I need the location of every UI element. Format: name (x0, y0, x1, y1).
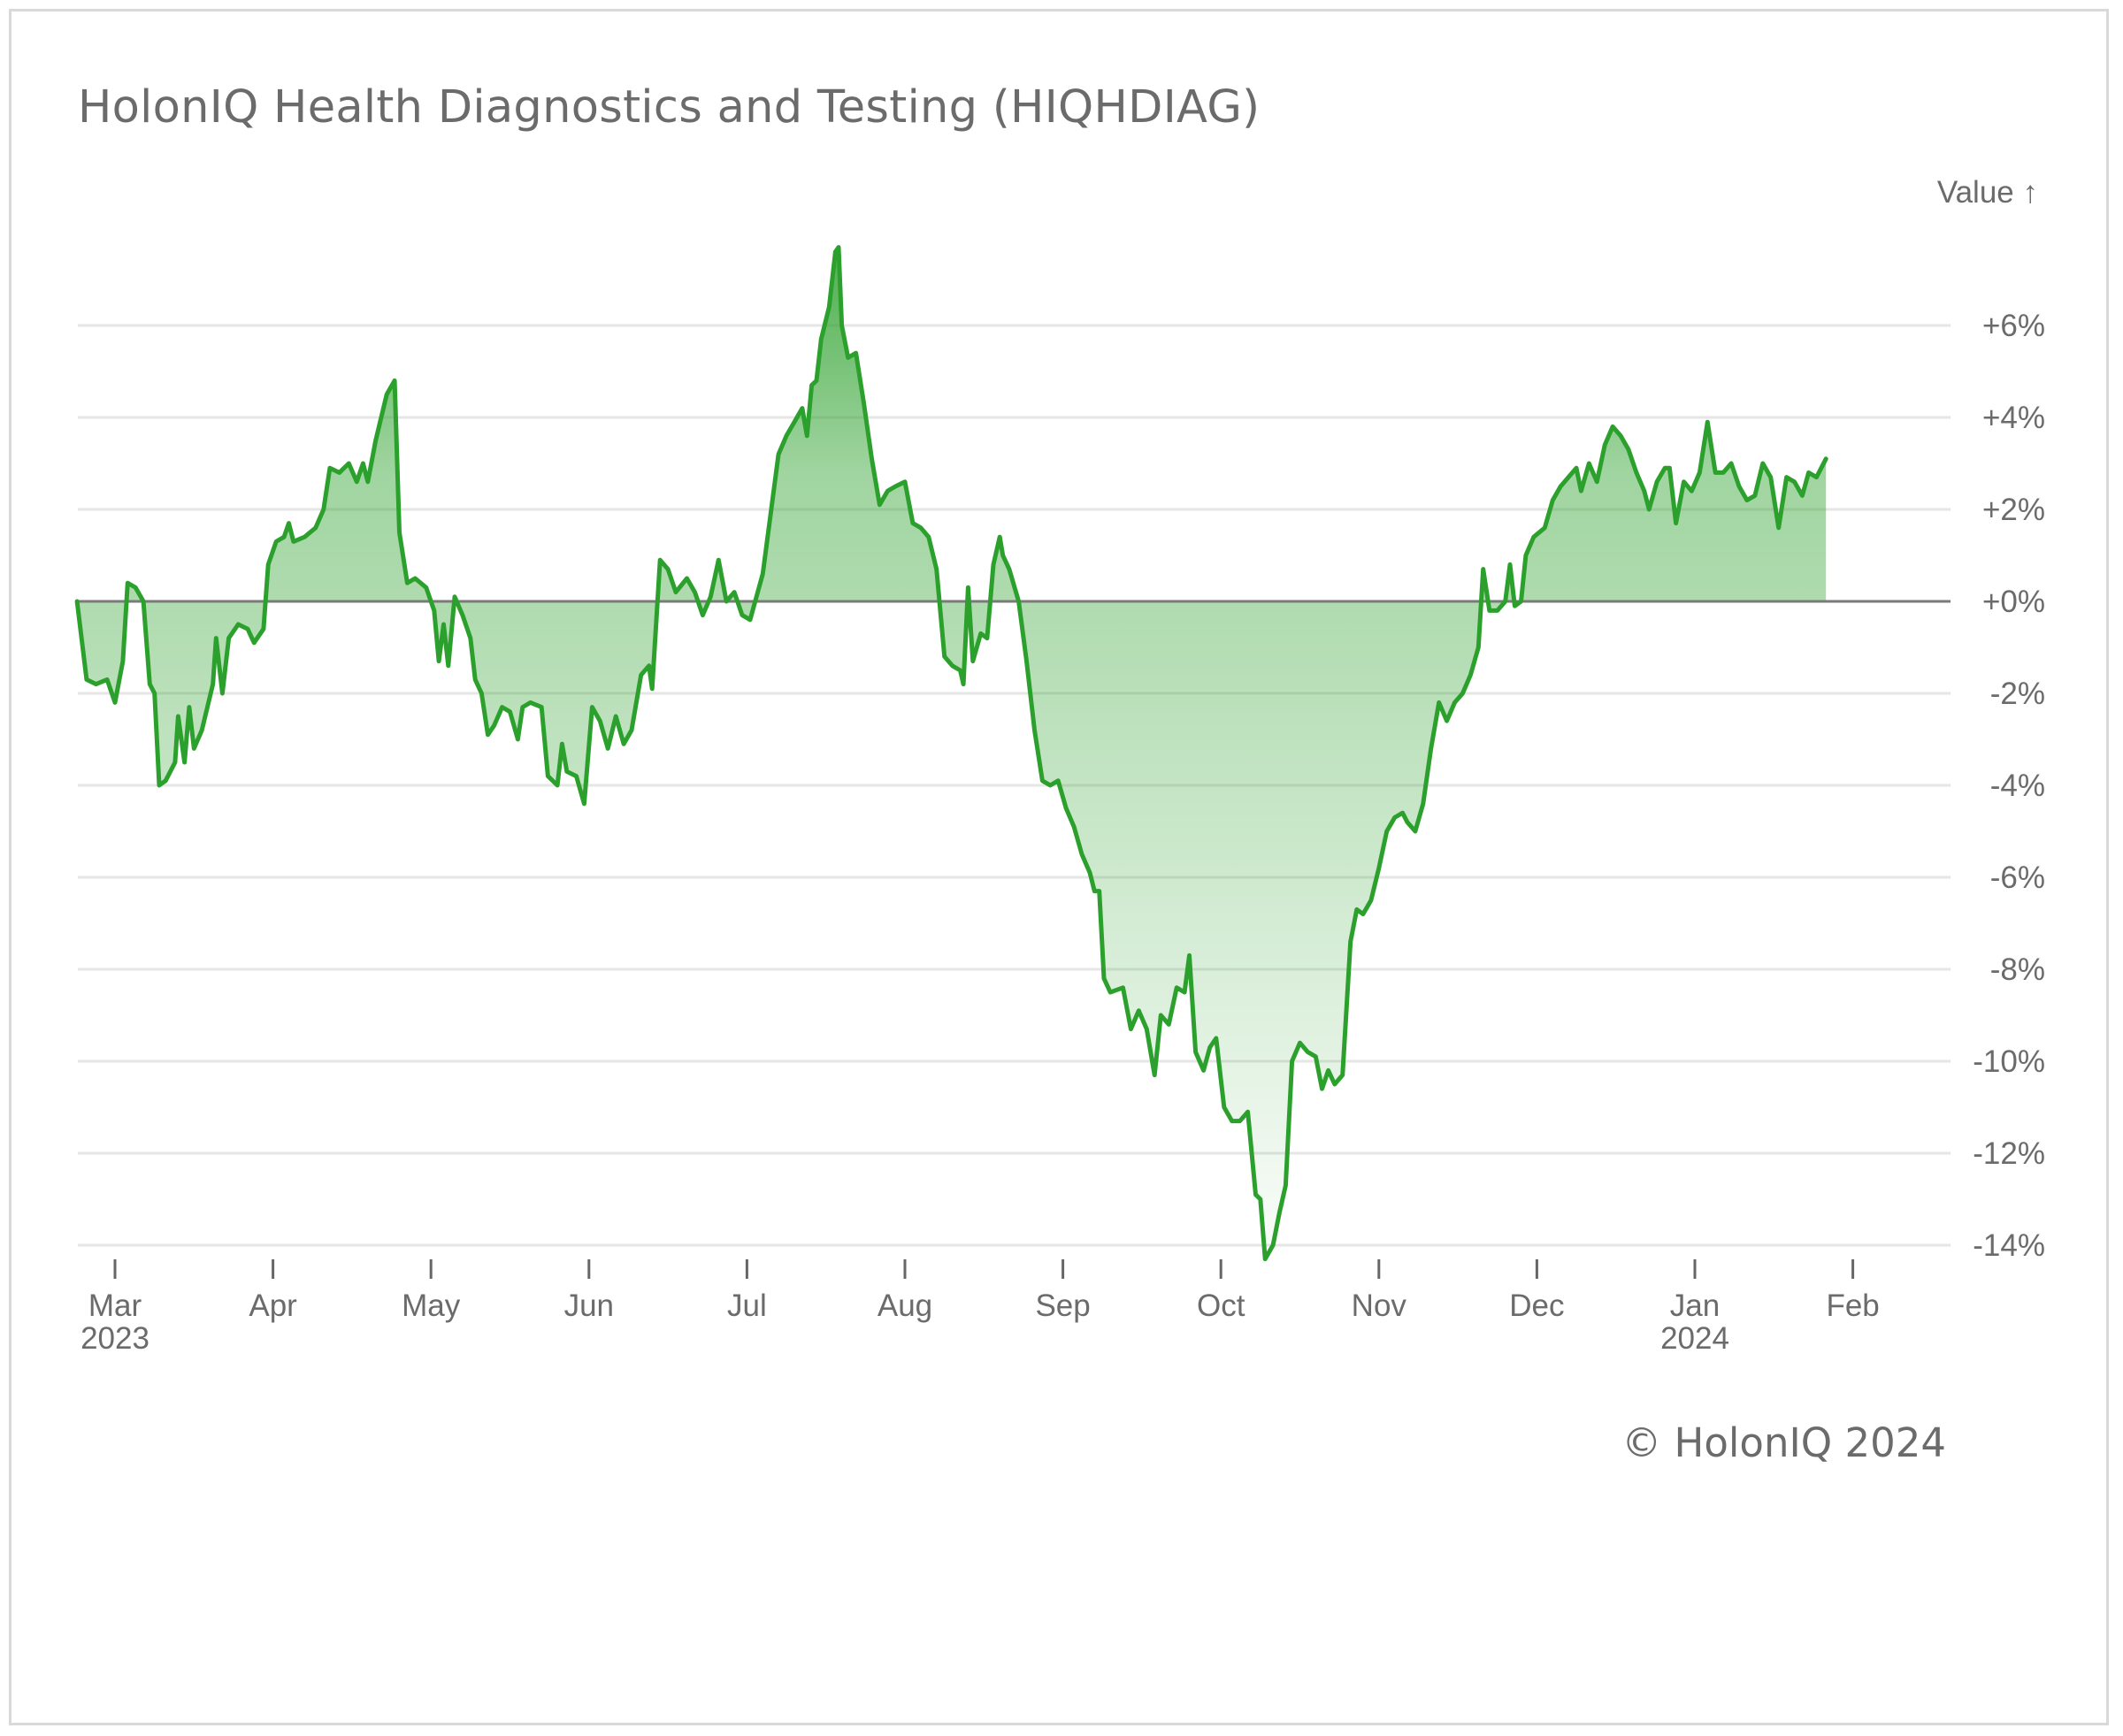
x-tick-label: May (402, 1289, 461, 1323)
x-tick-label: Jul (727, 1289, 767, 1323)
y-tick-label: +0% (1982, 585, 2045, 619)
y-axis-title: Value ↑ (1936, 175, 2038, 210)
x-tick-label: Aug (878, 1289, 932, 1323)
chart-frame (9, 9, 2109, 1725)
y-tick-label: -12% (1973, 1136, 2045, 1171)
x-tick-label: Apr (249, 1289, 297, 1323)
grid-lines (78, 324, 1951, 1247)
x-tick-label: Dec (1509, 1289, 1564, 1323)
y-tick-label: -14% (1973, 1228, 2045, 1263)
y-tick-label: -4% (1990, 769, 2045, 803)
x-tick-label: Jan (1670, 1289, 1720, 1323)
copyright-notice: © HolonIQ 2024 (1621, 1419, 1946, 1466)
x-tick-label: Mar (88, 1289, 142, 1323)
x-tick-year: 2024 (1660, 1321, 1729, 1356)
x-tick-year: 2023 (80, 1321, 149, 1356)
y-tick-label: +2% (1982, 493, 2045, 527)
x-tick-label: Nov (1352, 1289, 1407, 1323)
y-tick-label: +6% (1982, 309, 2045, 343)
y-tick-label: -8% (1990, 952, 2045, 987)
x-tick-label: Sep (1035, 1289, 1090, 1323)
y-axis-labels: +6% +4% +2% +0% -2% -4% -6% -8% -10% -12% -14% (1973, 309, 2045, 1263)
y-tick-label: +4% (1982, 401, 2045, 435)
x-tick-label: Feb (1826, 1289, 1879, 1323)
x-tick-label: Jun (564, 1289, 614, 1323)
series-line (74, 245, 1828, 1262)
y-tick-label: -10% (1973, 1044, 2045, 1079)
chart-title: HolonIQ Health Diagnostics and Testing (… (78, 81, 1261, 134)
x-tick-label: Oct (1197, 1289, 1245, 1323)
y-tick-label: -6% (1990, 860, 2045, 895)
y-tick-label: -2% (1990, 677, 2045, 711)
series-area (77, 247, 1827, 1259)
